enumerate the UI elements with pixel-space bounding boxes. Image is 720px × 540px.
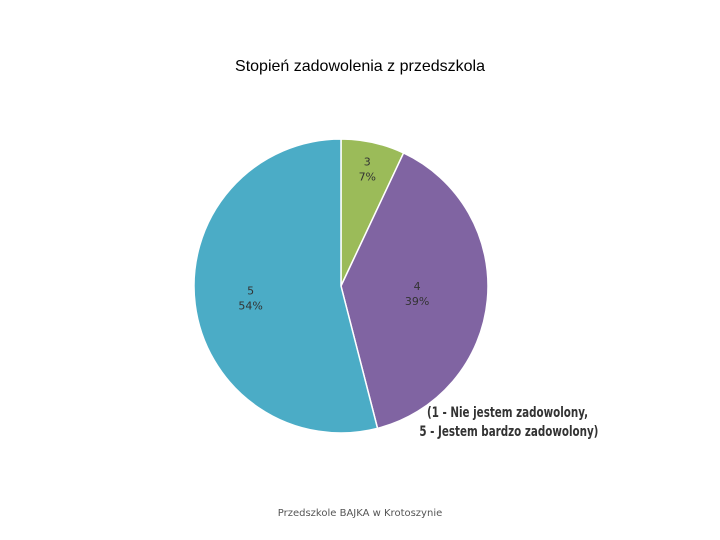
rating-scale-note-line-2: 5 - Jestem bardzo zadowolony) (419, 424, 599, 440)
pie-slice-4 (340, 151, 489, 430)
pie-slice-5 (193, 138, 379, 434)
slice-label-5: 5 (247, 284, 254, 297)
slice-label-3: 3 (364, 155, 371, 168)
slice-percent-5: 54% (238, 299, 262, 312)
footer-text: Przedszkole BAJKA w Krotoszynie (277, 508, 443, 519)
slice-percent-3: 7% (359, 170, 376, 183)
slice-label-4: 4 (414, 280, 421, 293)
rating-scale-note: (1 - Nie jestem zadowolony, 5 - Jestem b… (400, 404, 615, 442)
slice-percent-4: 39% (405, 295, 429, 308)
chart-title: Stopień zadowolenia z przedszkola (235, 58, 485, 75)
pie-labels: 3 7% 4 39% 5 54% (238, 155, 429, 312)
pie-slices (193, 138, 489, 434)
rating-scale-note-line-1: (1 - Nie jestem zadowolony, (426, 405, 589, 421)
